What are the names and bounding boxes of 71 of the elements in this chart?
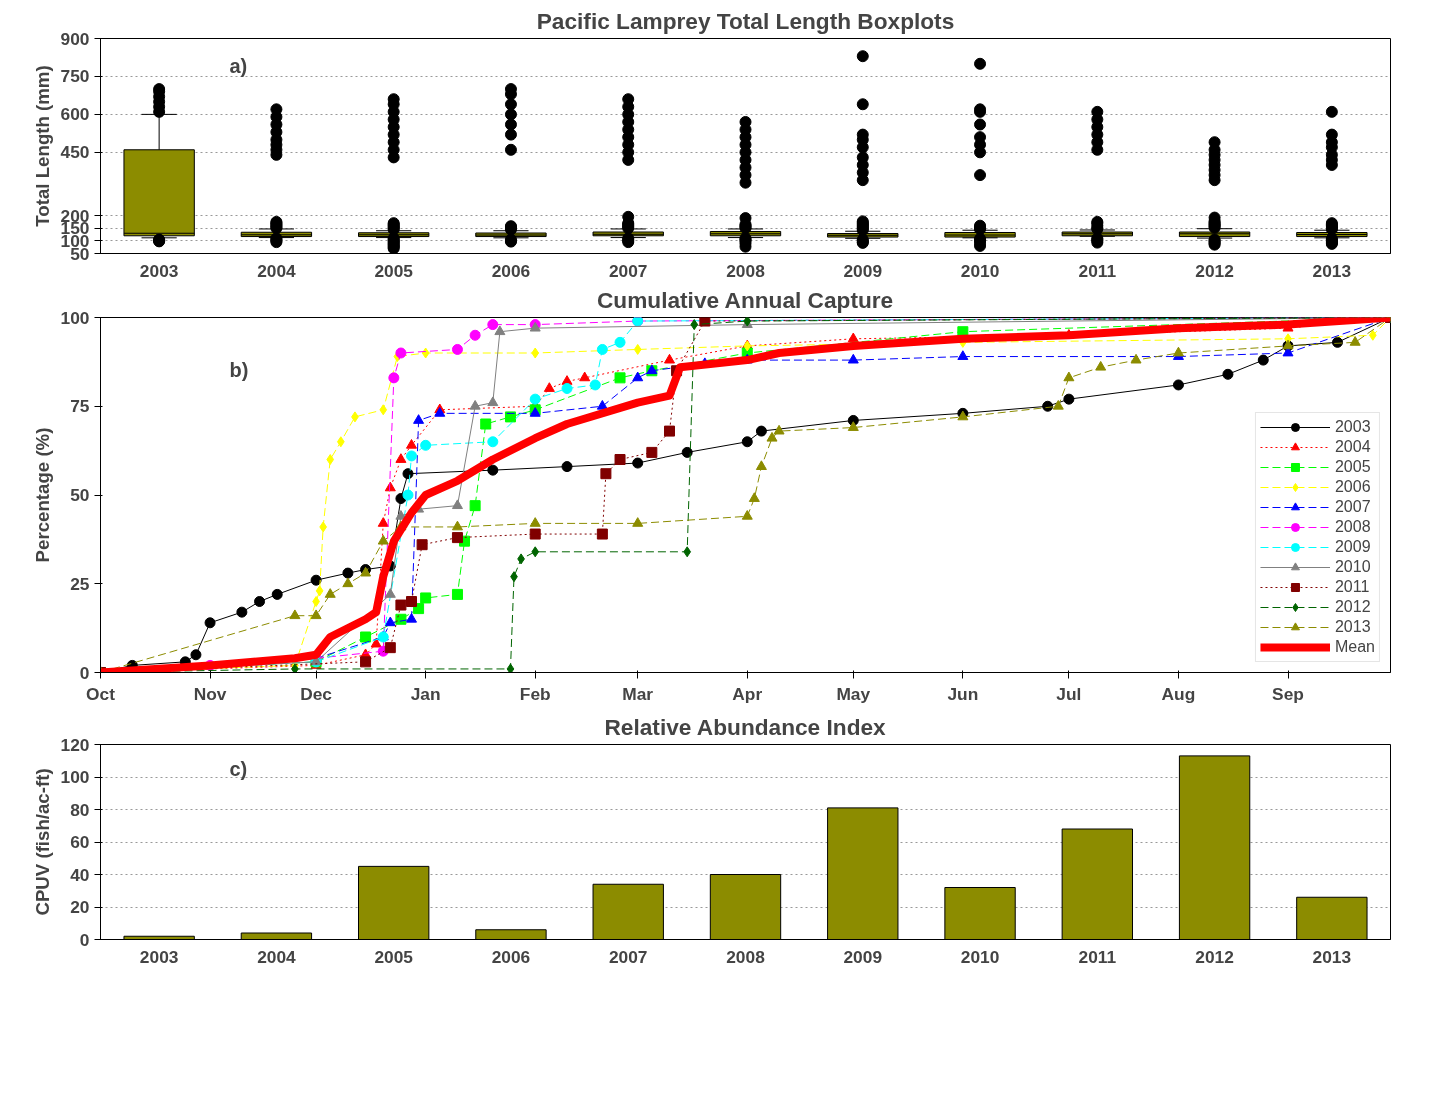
x-tick-label: 2012 bbox=[1195, 946, 1234, 967]
x-tick-label: Sep bbox=[1272, 683, 1304, 704]
y-tick-label: 0 bbox=[79, 929, 90, 950]
x-tick-label: 2007 bbox=[608, 260, 648, 281]
legend-label: 2006 bbox=[1334, 478, 1371, 496]
x-tick-label: 2007 bbox=[608, 946, 648, 967]
y-tick-label: 600 bbox=[60, 104, 90, 125]
legend-label: Mean bbox=[1334, 638, 1375, 656]
y-tick-label: 750 bbox=[60, 66, 90, 87]
y-tick-label: 60 bbox=[70, 832, 90, 852]
chart-title: Pacific Lamprey Total Length Boxplots bbox=[536, 7, 955, 34]
legend-label: 2013 bbox=[1334, 618, 1371, 636]
x-tick-label: 2010 bbox=[960, 946, 1000, 967]
x-tick-label: 2005 bbox=[374, 946, 414, 967]
y-tick-label: 25 bbox=[70, 573, 90, 594]
x-tick-label: 2005 bbox=[374, 260, 414, 281]
x-tick-label: May bbox=[836, 683, 871, 704]
legend-label: 2012 bbox=[1334, 598, 1371, 616]
x-tick-label: Jun bbox=[947, 683, 979, 704]
annotation: b) bbox=[229, 359, 249, 382]
x-tick-label: Feb bbox=[519, 683, 551, 704]
y-axis-title: Percentage (%) bbox=[31, 427, 53, 563]
x-tick-label: Mar bbox=[622, 683, 654, 704]
x-tick-label: 2012 bbox=[1195, 260, 1234, 281]
x-tick-label: Aug bbox=[1161, 683, 1196, 704]
legend-label: 2004 bbox=[1334, 438, 1371, 456]
legend-label: 2011 bbox=[1334, 578, 1370, 596]
legend-label: 2010 bbox=[1334, 558, 1371, 576]
y-tick-label: 0 bbox=[79, 662, 90, 683]
x-tick-label: 2008 bbox=[726, 260, 766, 281]
x-tick-label: Oct bbox=[86, 683, 116, 704]
y-axis-title: CPUV (fish/ac-ft) bbox=[31, 768, 53, 916]
x-tick-label: Jul bbox=[1056, 683, 1082, 704]
x-tick-label: Jan bbox=[410, 683, 441, 704]
x-tick-label: 2008 bbox=[726, 946, 766, 967]
legend-label: 2009 bbox=[1334, 538, 1371, 556]
y-tick-label: 120 bbox=[60, 734, 90, 755]
legend-label: 2005 bbox=[1334, 458, 1371, 476]
x-tick-label: 2006 bbox=[491, 260, 531, 281]
x-tick-label: 2004 bbox=[257, 946, 297, 967]
x-tick-label: 2009 bbox=[843, 946, 883, 967]
y-tick-label: 900 bbox=[60, 28, 90, 49]
y-tick-label: 100 bbox=[60, 307, 90, 328]
y-tick-label: 40 bbox=[70, 864, 90, 885]
legend-label: 2007 bbox=[1334, 498, 1371, 516]
x-tick-label: Dec bbox=[300, 683, 333, 704]
x-tick-label: Apr bbox=[732, 683, 763, 704]
y-axis-title: Total Length (mm) bbox=[31, 65, 53, 227]
x-tick-label: 2010 bbox=[960, 260, 1000, 281]
legend-label: 2003 bbox=[1334, 418, 1371, 436]
annotation: c) bbox=[229, 757, 248, 780]
annotation: a) bbox=[229, 55, 248, 78]
x-tick-label: 2003 bbox=[139, 946, 179, 967]
x-tick-label: 2009 bbox=[843, 260, 883, 281]
y-tick-label: 75 bbox=[70, 396, 90, 417]
x-tick-label: 2013 bbox=[1312, 946, 1352, 967]
y-tick-label: 20 bbox=[70, 897, 90, 917]
x-tick-label: Nov bbox=[193, 683, 227, 704]
x-tick-label: 2006 bbox=[491, 946, 531, 967]
chart-title: Relative Abundance Index bbox=[604, 713, 887, 740]
x-tick-label: 2013 bbox=[1312, 260, 1352, 281]
x-tick-label: 2011 bbox=[1078, 946, 1117, 967]
legend-label: 2008 bbox=[1334, 518, 1371, 536]
y-tick-label: 450 bbox=[60, 142, 90, 163]
y-tick-label: 50 bbox=[70, 485, 90, 505]
chart-title: Cumulative Annual Capture bbox=[596, 286, 894, 313]
x-tick-label: 2003 bbox=[139, 260, 179, 281]
y-tick-label: 100 bbox=[60, 767, 90, 787]
x-tick-label: 2004 bbox=[257, 260, 297, 281]
x-tick-label: 2011 bbox=[1078, 260, 1117, 281]
y-tick-label: 80 bbox=[70, 799, 90, 820]
